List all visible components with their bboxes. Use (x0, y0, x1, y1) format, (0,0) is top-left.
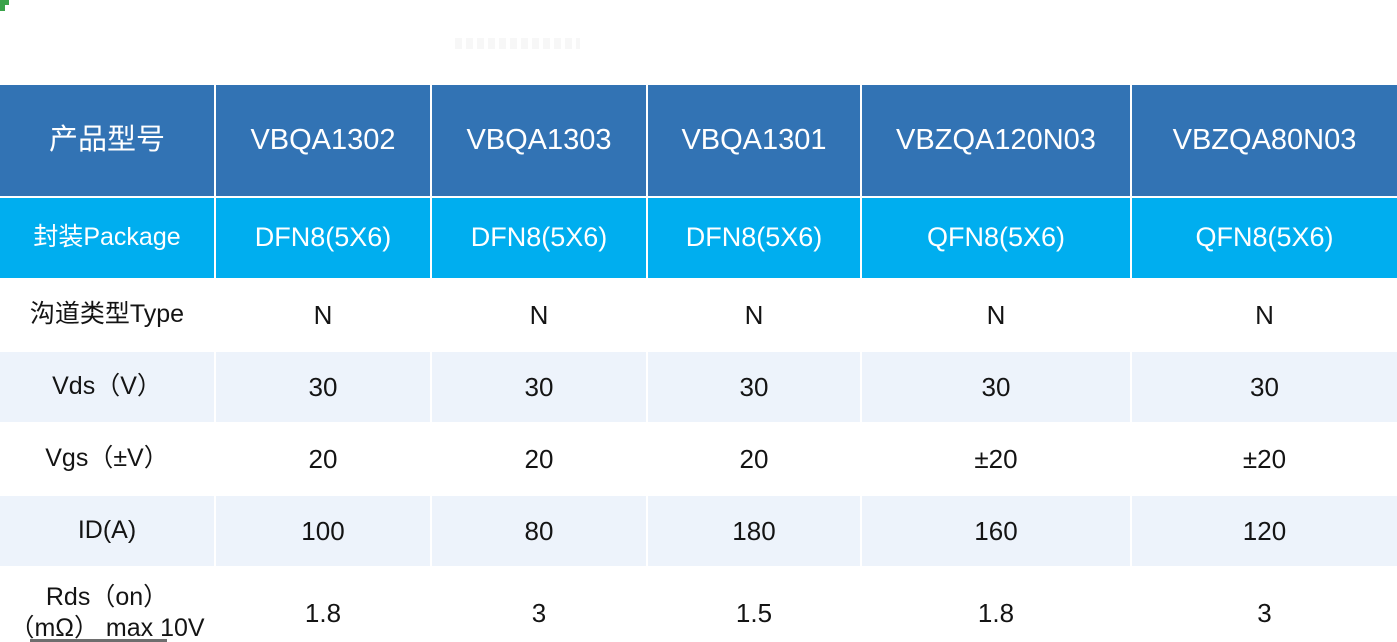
header-model-vbzqa120n03: VBZQA120N03 (862, 85, 1130, 196)
vgs-cell: ±20 (862, 424, 1130, 494)
channel-type-cell: N (862, 280, 1130, 350)
channel-type-cell: N (432, 280, 646, 350)
rds-cell: 1.8 (862, 568, 1130, 642)
vgs-cell: 20 (432, 424, 646, 494)
id-cell: 100 (216, 496, 430, 566)
rds-cell: 1.8 (216, 568, 430, 642)
row-label-rds-on: Rds（on） （mΩ） max 10V (0, 568, 214, 642)
vds-cell: 30 (432, 352, 646, 422)
vds-cell: 30 (648, 352, 860, 422)
row-label-package: 封装Package (0, 198, 214, 278)
green-corner-mark (0, 0, 9, 11)
vgs-cell: 20 (216, 424, 430, 494)
vds-cell: 30 (1132, 352, 1397, 422)
rds-cell: 3 (432, 568, 646, 642)
id-cell: 160 (862, 496, 1130, 566)
clipped-next-row-text (30, 639, 167, 642)
header-model-vbqa1302: VBQA1302 (216, 85, 430, 196)
vgs-cell: 20 (648, 424, 860, 494)
package-cell: QFN8(5X6) (862, 198, 1130, 278)
rds-cell: 3 (1132, 568, 1397, 642)
header-model-vbqa1301: VBQA1301 (648, 85, 860, 196)
id-cell: 120 (1132, 496, 1397, 566)
vgs-cell: ±20 (1132, 424, 1397, 494)
channel-type-cell: N (648, 280, 860, 350)
channel-type-cell: N (216, 280, 430, 350)
vds-cell: 30 (216, 352, 430, 422)
rds-cell: 1.5 (648, 568, 860, 642)
faint-watermark (455, 38, 580, 49)
row-label-vds: Vds（V） (0, 352, 214, 422)
package-cell: QFN8(5X6) (1132, 198, 1397, 278)
product-spec-table: 产品型号 VBQA1302 VBQA1303 VBQA1301 VBZQA120… (0, 85, 1397, 642)
package-cell: DFN8(5X6) (432, 198, 646, 278)
header-model-vbqa1303: VBQA1303 (432, 85, 646, 196)
row-label-id: ID(A) (0, 496, 214, 566)
row-label-vgs: Vgs（±V） (0, 424, 214, 494)
vds-cell: 30 (862, 352, 1130, 422)
package-cell: DFN8(5X6) (648, 198, 860, 278)
header-product-model-label: 产品型号 (0, 85, 214, 196)
channel-type-cell: N (1132, 280, 1397, 350)
id-cell: 80 (432, 496, 646, 566)
row-label-channel-type: 沟道类型Type (0, 280, 214, 350)
header-model-vbzqa80n03: VBZQA80N03 (1132, 85, 1397, 196)
id-cell: 180 (648, 496, 860, 566)
package-cell: DFN8(5X6) (216, 198, 430, 278)
